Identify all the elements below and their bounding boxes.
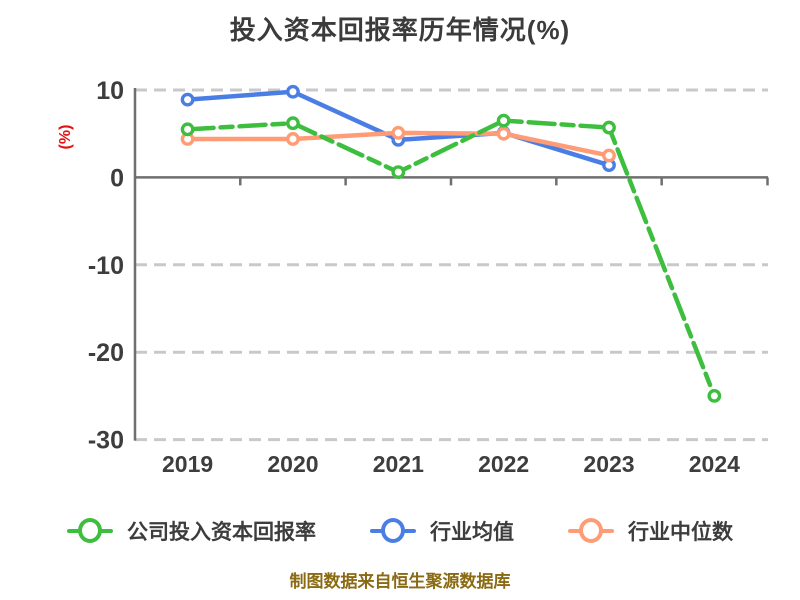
data-point-series-2: [286, 132, 300, 146]
x-tick-label: 2024: [689, 451, 740, 477]
y-axis-unit-label: (%): [57, 125, 74, 150]
data-source-note: 制图数据来自恒生聚源数据库: [289, 572, 511, 591]
y-tick-label: 0: [110, 164, 124, 192]
x-tick-label: 2020: [267, 451, 318, 477]
data-point-series-2: [496, 126, 511, 141]
plot-area: 10 0 -10 -20 -30 2019 2020 2021 2022 2023 2024 (%): [57, 77, 769, 477]
legend-industry-median-marker-icon: [568, 518, 614, 544]
legend-item-company-roic[interactable]: 公司投入资本回报率: [67, 516, 316, 546]
x-tick-label: 2023: [583, 451, 634, 477]
chart-title: 投入资本回报率历年情况(%): [229, 15, 571, 45]
legend-company-marker-icon: [67, 518, 113, 544]
x-tick-label: 2019: [162, 451, 213, 477]
y-tick-label: -30: [88, 427, 124, 455]
legend-item-industry-median[interactable]: 行业中位数: [568, 516, 733, 546]
data-point-series-2: [391, 125, 406, 140]
x-tick-label: 2022: [478, 451, 529, 477]
legend-company-label: 公司投入资本回报率: [127, 521, 316, 544]
data-point-series-0: [602, 120, 616, 135]
data-point-series-2: [602, 148, 616, 163]
y-tick-label: -10: [88, 252, 124, 280]
legend-item-industry-mean[interactable]: 行业均值: [370, 516, 514, 546]
data-point-series-0: [707, 388, 722, 403]
data-point-series-0: [286, 116, 300, 131]
series-line-0: [185, 118, 717, 399]
legend-industry-mean-marker-icon: [370, 518, 416, 544]
legend-industry-mean-label: 行业均值: [430, 521, 514, 544]
data-point-series-1: [286, 84, 300, 99]
x-tick-label: 2021: [373, 451, 424, 477]
y-tick-label: -20: [88, 339, 124, 367]
legend-industry-median-label: 行业中位数: [628, 521, 733, 544]
y-tick-label: 10: [96, 77, 124, 105]
data-point-series-0: [180, 122, 195, 137]
data-point-series-1: [180, 92, 195, 107]
data-point-series-0: [496, 113, 511, 128]
legend: 公司投入资本回报率 行业均值 行业中位数: [0, 516, 800, 546]
data-point-series-0: [391, 165, 406, 180]
